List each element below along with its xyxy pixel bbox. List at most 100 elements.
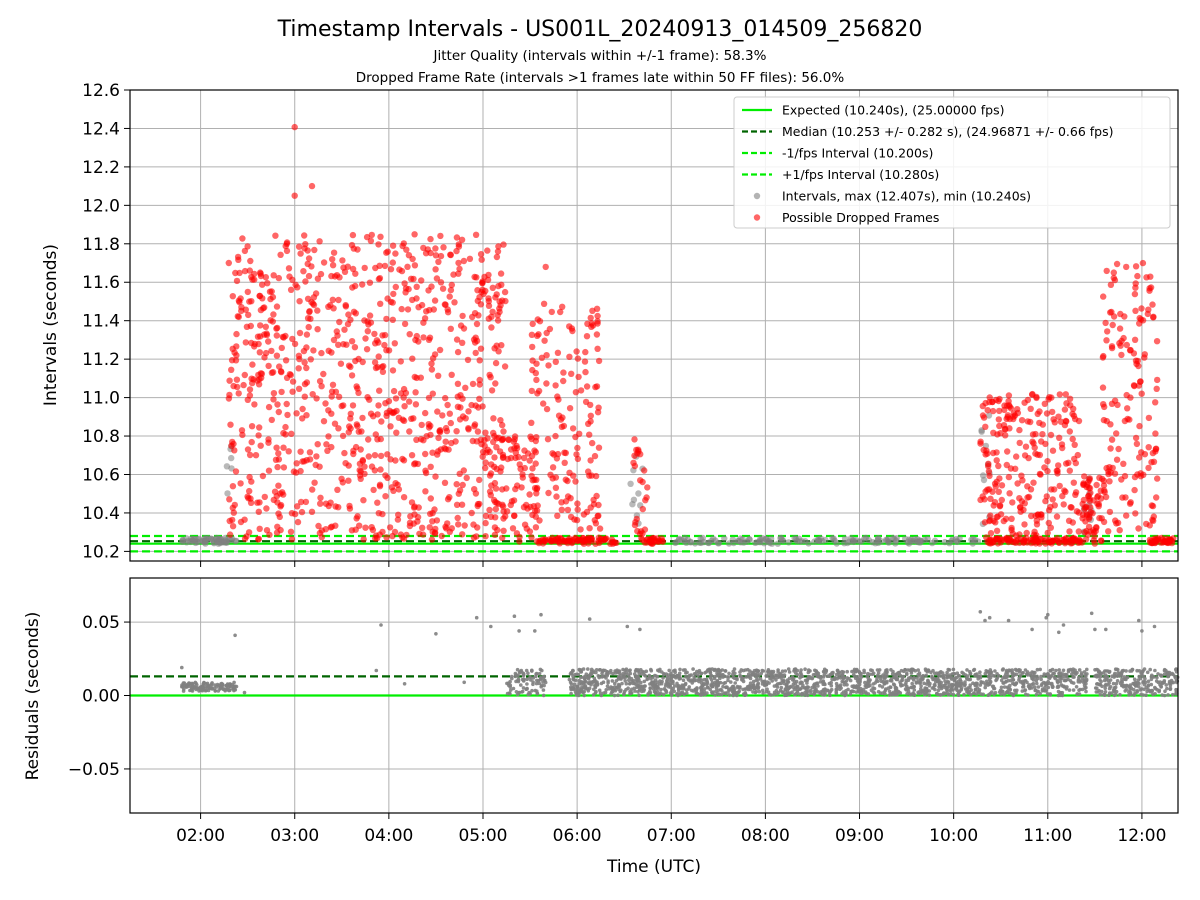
dropped-frame-point: [1081, 473, 1088, 480]
residual-point: [1137, 674, 1141, 679]
residual-point: [909, 671, 914, 675]
residual-point: [667, 668, 671, 673]
dropped-frame-point: [546, 325, 554, 333]
residual-point: [600, 674, 605, 678]
dropped-frame-point: [398, 267, 406, 275]
dropped-frame-point: [382, 472, 389, 479]
dropped-frame-point: [454, 380, 462, 387]
x-axis-label: Time (UTC): [606, 857, 701, 877]
residual-point: [956, 693, 961, 697]
dropped-frame-point: [500, 527, 507, 534]
dropped-frame-point: [535, 331, 542, 338]
dropped-frame-point: [347, 363, 354, 371]
dropped-frame-point: [459, 312, 466, 320]
dropped-frame-point: [420, 334, 427, 341]
residual-point: [1050, 673, 1054, 678]
dropped-frame-point: [410, 504, 418, 511]
residual-point: [182, 687, 186, 691]
dropped-frame-point: [328, 410, 335, 417]
residual-point: [683, 682, 688, 687]
dropped-frame-point: [521, 521, 529, 528]
residual-point: [663, 684, 668, 688]
dropped-frame-point: [246, 267, 253, 274]
dropped-frame-point: [1061, 406, 1069, 413]
residual-point: [541, 688, 546, 692]
dropped-frame-point: [543, 380, 550, 387]
dropped-frame-point: [274, 324, 281, 332]
residual-point: [214, 685, 219, 689]
dropped-frame-point: [643, 494, 650, 501]
dropped-frame-point: [1059, 444, 1066, 452]
residual-point: [210, 687, 214, 691]
residual-point: [903, 682, 908, 687]
residual-point: [637, 693, 641, 698]
dropped-frame-point: [987, 512, 994, 519]
residual-point: [920, 676, 924, 681]
interval-point: [191, 535, 198, 543]
dropped-frame-point: [633, 515, 640, 523]
dropped-frame-point: [1047, 431, 1055, 439]
dropped-frame-point: [273, 332, 280, 339]
dropped-frame-point: [552, 432, 559, 440]
dropped-frame-point: [993, 449, 1000, 456]
residual-point: [774, 678, 778, 682]
legend-items: Expected (10.240s), (25.00000 fps)Median…: [742, 103, 1113, 225]
residual-point: [604, 688, 608, 692]
dropped-frame-point: [297, 448, 304, 455]
residual-point: [683, 668, 687, 672]
residual-point: [1062, 684, 1066, 689]
legend-entry-label: +1/fps Interval (10.280s): [782, 167, 939, 182]
residual-point: [973, 673, 977, 678]
residual-point: [876, 679, 880, 684]
dropped-frame-point: [261, 493, 268, 501]
residual-point: [1035, 681, 1039, 686]
residual-point: [910, 667, 915, 672]
dropped-frame-point: [984, 407, 991, 414]
residual-point: [954, 686, 958, 691]
residual-point: [755, 671, 760, 676]
dropped-frame-point: [342, 303, 350, 310]
residual-point: [933, 687, 937, 692]
residual-point: [956, 682, 960, 687]
interval-point: [819, 537, 826, 545]
dropped-frame-point: [1136, 454, 1143, 461]
dropped-frame-point: [476, 395, 483, 402]
residual-point: [1165, 686, 1169, 691]
residual-point: [1030, 686, 1034, 690]
dropped-frame-point: [1029, 390, 1036, 398]
dropped-frame-point: [346, 423, 353, 430]
dropped-frame-point: [528, 331, 536, 338]
dropped-frame-point: [255, 508, 262, 515]
residual-point: [543, 680, 548, 685]
residual-point: [853, 674, 857, 679]
residual-point: [1036, 689, 1041, 694]
residual-point: [889, 692, 893, 696]
dropped-frame-point: [400, 457, 408, 464]
interval-point: [974, 538, 982, 545]
interval-point: [884, 536, 892, 543]
dropped-frame-point: [257, 333, 264, 340]
residual-point: [1065, 685, 1069, 689]
residual-point: [535, 678, 539, 683]
dropped-frame-point: [314, 275, 322, 282]
residuals-y-ticks: −0.050.000.05: [68, 613, 130, 780]
residual-point: [1028, 671, 1033, 676]
dropped-frame-point: [543, 405, 551, 413]
dropped-frame-point: [510, 497, 518, 504]
dropped-frame-point: [1145, 464, 1152, 472]
residual-point: [704, 677, 709, 682]
dropped-frame-point: [570, 472, 577, 479]
residual-point: [517, 629, 521, 633]
residual-point: [598, 691, 603, 695]
residual-point: [1061, 672, 1065, 676]
residual-point: [666, 682, 670, 686]
dropped-frame-point: [1121, 472, 1129, 480]
residual-point: [616, 693, 620, 697]
residual-point: [224, 687, 229, 691]
dropped-frame-point: [235, 390, 242, 397]
residual-point: [1017, 676, 1022, 680]
residual-point: [599, 681, 604, 686]
dropped-frame-point: [471, 421, 479, 428]
residual-point: [402, 682, 407, 686]
dropped-frame-point: [569, 425, 577, 432]
